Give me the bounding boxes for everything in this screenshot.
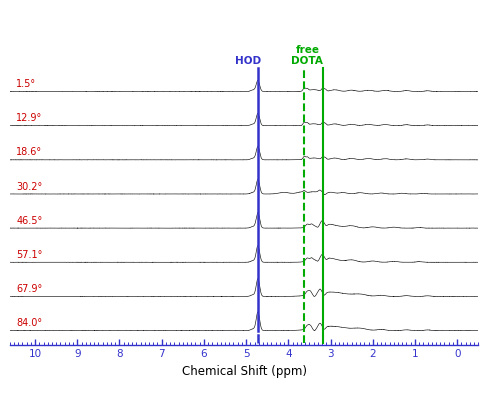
Text: 84.0°: 84.0° (16, 318, 42, 328)
Text: 1.5°: 1.5° (16, 79, 36, 89)
Text: 12.9°: 12.9° (16, 113, 42, 123)
Text: 46.5°: 46.5° (16, 216, 42, 226)
Text: 67.9°: 67.9° (16, 284, 42, 294)
Text: 18.6°: 18.6° (16, 147, 42, 157)
Text: free
DOTA: free DOTA (291, 45, 323, 66)
Text: 57.1°: 57.1° (16, 250, 42, 260)
Text: HOD: HOD (235, 55, 261, 66)
X-axis label: Chemical Shift (ppm): Chemical Shift (ppm) (182, 365, 306, 378)
Text: 30.2°: 30.2° (16, 181, 42, 192)
